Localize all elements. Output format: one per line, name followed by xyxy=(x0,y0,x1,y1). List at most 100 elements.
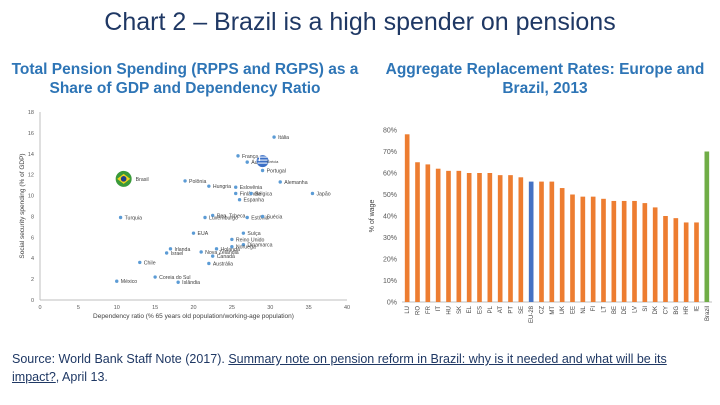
bar-category-label: SK xyxy=(457,306,463,314)
scatter-y-tick-label: 0 xyxy=(31,298,34,304)
scatter-point xyxy=(203,215,207,220)
scatter-point xyxy=(245,160,249,164)
bar xyxy=(704,151,710,302)
bar-category-label: FR xyxy=(426,305,432,314)
scatter-point-label: Noruega xyxy=(236,245,256,251)
scatter-point-label: Islândia xyxy=(182,280,200,286)
bar-category-label: IT xyxy=(436,306,442,312)
scatter-point-label: Dinamarca xyxy=(247,243,272,249)
scatter-chart-title: Total Pension Spending (RPPS and RGPS) a… xyxy=(11,61,359,97)
scatter-y-axis-label: Social security spending (% of GDP) xyxy=(19,153,26,258)
scatter-point-label: Holanda xyxy=(221,247,240,253)
scatter-point-label: Coreia do Sul xyxy=(159,275,190,281)
scatter-point-label: Canadá xyxy=(217,254,235,260)
scatter-y-tick-label: 14 xyxy=(28,152,34,158)
bar xyxy=(497,175,503,302)
bar xyxy=(446,170,451,302)
bar-category-label: ES xyxy=(478,306,484,314)
bar xyxy=(404,134,410,302)
scatter-point xyxy=(230,245,234,249)
bar xyxy=(621,200,627,302)
bar-category-label: SI xyxy=(643,306,649,312)
scatter-point-label: Hungria xyxy=(213,184,231,190)
scatter-point xyxy=(115,279,119,283)
bar-y-tick-label: 70% xyxy=(383,149,397,156)
scatter-point-label: França xyxy=(242,154,258,160)
scatter-point xyxy=(153,275,157,279)
scatter-y-tick-label: 2 xyxy=(31,277,34,283)
bar xyxy=(570,194,575,302)
scatter-point-label: Japão xyxy=(316,191,330,197)
scatter-point-label: Suécia xyxy=(267,214,283,220)
bar-category-label: HU xyxy=(447,306,453,315)
scatter-point-label: Nova Zelândia xyxy=(205,250,239,256)
bar xyxy=(528,181,534,302)
bar-category-label: LT xyxy=(602,306,608,313)
bar-category-label: FI xyxy=(591,306,597,312)
scatter-point xyxy=(241,242,246,247)
brazil-flag-globe xyxy=(120,176,127,182)
source-suffix: , April 13. xyxy=(55,370,108,384)
scatter-point-label: Itália xyxy=(278,135,289,141)
scatter-point-label: Espanha xyxy=(244,198,265,204)
bar-category-label: NL xyxy=(581,305,587,313)
bar xyxy=(559,188,565,302)
bar-category-label: DK xyxy=(653,306,659,314)
bar xyxy=(580,196,586,302)
scatter-point xyxy=(164,251,169,255)
bar xyxy=(673,218,679,302)
bar-category-label: HR xyxy=(684,305,690,314)
scatter-y-tick-label: 16 xyxy=(28,131,34,137)
scatter-point-label: Bélgica xyxy=(255,191,272,197)
scatter-point-label: Portugal xyxy=(267,168,286,174)
scatter-x-tick-label: 0 xyxy=(38,305,41,311)
scatter-point xyxy=(272,135,276,139)
scatter-point xyxy=(138,260,142,265)
scatter-point xyxy=(118,215,123,220)
scatter-point xyxy=(260,168,265,173)
scatter-point xyxy=(176,280,180,284)
bar xyxy=(539,181,544,302)
bar-category-label: BG xyxy=(674,306,680,315)
bar xyxy=(601,198,606,302)
scatter-x-tick-label: 30 xyxy=(267,305,273,311)
bar-y-tick-label: 20% xyxy=(383,257,397,264)
scatter-point xyxy=(210,213,215,218)
scatter-point xyxy=(241,231,246,235)
bar-category-label: UK xyxy=(560,306,566,314)
scatter-point xyxy=(199,250,203,254)
scatter-point-label: Irlanda xyxy=(174,247,190,253)
bar-category-label: CZ xyxy=(540,306,546,314)
bar-category-label: MT xyxy=(550,306,556,315)
bar-category-label: PL xyxy=(488,305,494,313)
bar-y-tick-label: 60% xyxy=(383,171,397,178)
bar xyxy=(663,216,668,302)
scatter-point xyxy=(207,261,211,266)
scatter-point-label: EUA xyxy=(198,231,209,237)
scatter-point-label: México xyxy=(121,279,138,285)
bar-category-label: EU-28 xyxy=(529,305,535,323)
bar-category-label: EL xyxy=(467,305,473,313)
scatter-point-label: Estônia xyxy=(251,215,268,221)
source-link[interactable]: Summary note on pension reform in Brazil… xyxy=(12,352,667,384)
scatter-x-axis-label: Dependency ratio (% 65 years old populat… xyxy=(93,313,294,320)
scatter-point xyxy=(245,215,249,220)
bar xyxy=(590,196,596,302)
scatter-point-label: Austrália xyxy=(213,261,233,267)
scatter-point xyxy=(236,154,240,158)
scatter-x-tick-label: 40 xyxy=(344,305,350,311)
bar-y-tick-label: 0% xyxy=(387,300,397,307)
bar xyxy=(518,177,524,302)
scatter-point xyxy=(310,191,315,196)
bar xyxy=(508,175,513,302)
scatter-point xyxy=(168,247,173,251)
scatter-point-label: Israel xyxy=(171,251,184,257)
bar-category-label: PT xyxy=(509,306,515,314)
bar-category-label: IE xyxy=(695,306,701,312)
scatter-point xyxy=(278,180,282,184)
scatter-y-tick-label: 18 xyxy=(28,110,34,116)
scatter-point xyxy=(183,179,187,183)
scatter-y-tick-label: 12 xyxy=(28,173,34,179)
bar-y-tick-label: 40% xyxy=(383,214,397,221)
